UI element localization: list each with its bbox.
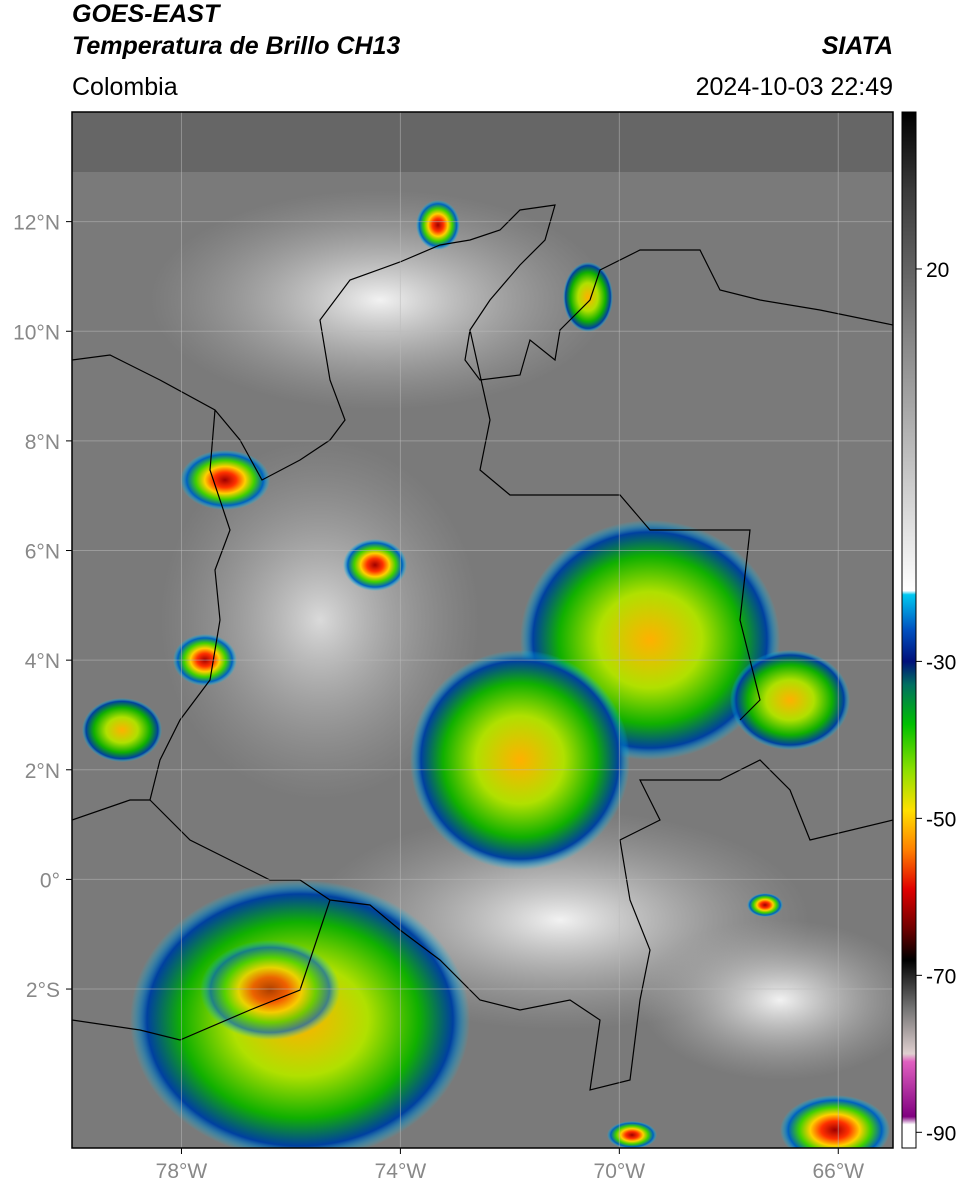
map-frame — [71, 111, 894, 1149]
title: GOES-EAST — [72, 0, 222, 28]
y-tick-label: 0° — [40, 869, 60, 892]
colorbar-tick-label: -30 — [926, 651, 956, 674]
x-tick-label: 70°W — [594, 1160, 646, 1183]
colorbar-tick-label: 20 — [926, 259, 949, 282]
y-tick-label: 10°N — [13, 321, 60, 344]
colorbar — [901, 111, 917, 1149]
x-tick-label: 66°W — [812, 1160, 864, 1183]
x-tick-label: 78°W — [156, 1160, 208, 1183]
colorbar-tick-label: -90 — [926, 1122, 956, 1145]
subtitle: Temperatura de Brillo CH13 — [72, 32, 400, 60]
y-tick-label: 2°N — [25, 760, 60, 783]
x-tick-label: 74°W — [375, 1160, 427, 1183]
source: SIATA — [822, 32, 893, 60]
map-imagery — [72, 112, 893, 1148]
datetime: 2024-10-03 22:49 — [696, 73, 893, 101]
y-tick-label: 2°S — [26, 979, 60, 1002]
colorbar-tick-label: -50 — [926, 808, 956, 831]
y-tick-label: 4°N — [25, 650, 60, 673]
region: Colombia — [72, 73, 178, 101]
y-tick-label: 12°N — [13, 212, 60, 235]
y-tick-label: 6°N — [25, 541, 60, 564]
colorbar-tick-label: -70 — [926, 965, 956, 988]
y-tick-label: 8°N — [25, 431, 60, 454]
